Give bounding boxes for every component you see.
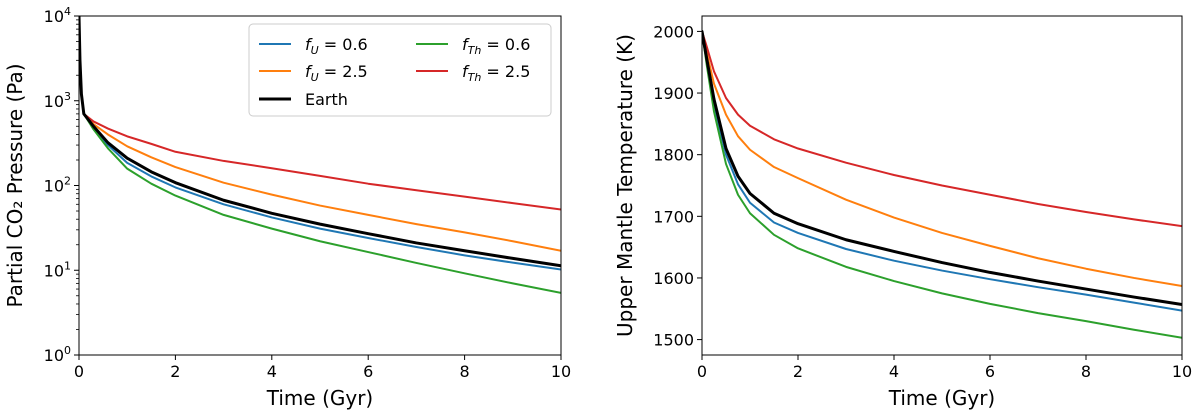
series-group: [79, 16, 561, 294]
tick-base: 10: [44, 177, 64, 196]
x-tick-label: 10: [551, 362, 571, 381]
series-group: [702, 29, 1182, 339]
legend-box: [248, 23, 552, 117]
legend-label: fU = 2.5: [305, 62, 368, 84]
x-tick-label: 2: [170, 362, 180, 381]
y-tick-label: 100: [44, 344, 71, 365]
x-tick-label: 4: [267, 362, 277, 381]
y-tick-label: 1500: [653, 331, 694, 350]
legend-label: Earth: [305, 90, 348, 109]
tick-exponent: 0: [64, 344, 71, 357]
y-tick-label: 103: [44, 90, 71, 111]
legend-value: = 0.6: [319, 35, 368, 54]
x-tick-label: 2: [793, 362, 803, 381]
tick-base: 10: [44, 346, 64, 365]
legend-var: f: [462, 35, 470, 54]
legend-sub: U: [311, 44, 319, 57]
series-line-f-u-0-6: [702, 30, 1182, 312]
mantle-temperature-panel: 0 2 4 6 8 10 1500 1600 1700 1800 1900 2000 Time (Gyr…: [613, 15, 1192, 410]
y-tick-label: 1900: [653, 84, 694, 103]
series-line-earth: [79, 16, 561, 268]
y-axis-label-rest: Pressure (Pa): [3, 63, 27, 200]
x-axis-label: Time (Gyr): [266, 386, 373, 410]
x-tick-label: 6: [363, 362, 373, 381]
x-tick-label: 4: [889, 362, 899, 381]
tick-base: 10: [44, 261, 64, 280]
x-axis-label: Time (Gyr): [888, 386, 995, 410]
series-line-f-th-0-6: [702, 30, 1182, 339]
y-tick-label: 101: [44, 259, 71, 280]
x-tick-label: 6: [985, 362, 995, 381]
series-line-f-u-2-5: [702, 30, 1182, 287]
tick-exponent: 2: [64, 175, 71, 188]
x-tick-label: 8: [1081, 362, 1091, 381]
tick-base: 10: [44, 92, 64, 111]
y-tick-label: 104: [44, 5, 71, 26]
y-tick-label: 1800: [653, 146, 694, 165]
legend-sub: Th: [468, 71, 482, 84]
y-tick-label: 102: [44, 175, 71, 196]
axes-frame: [701, 15, 1183, 356]
y-axis-label: Partial CO₂ Pressure (Pa): [3, 63, 27, 307]
tick-exponent: 1: [64, 259, 71, 272]
x-tick-label: 0: [697, 362, 707, 381]
x-tick-label: 10: [1172, 362, 1192, 381]
legend-var: f: [305, 35, 313, 54]
legend-var: f: [305, 62, 313, 81]
y-tick-label: 2000: [653, 22, 694, 41]
tick-base: 10: [44, 7, 64, 26]
legend-sub: Th: [468, 44, 482, 57]
x-tick-label: 8: [460, 362, 470, 381]
tick-exponent: 3: [64, 90, 71, 103]
y-axis-label-text: Partial CO₂: [3, 201, 27, 308]
legend-sub: U: [311, 71, 319, 84]
tick-exponent: 4: [64, 5, 71, 18]
legend-label: fTh = 0.6: [462, 35, 530, 57]
series-line-f-th-2-5: [702, 30, 1182, 228]
y-tick-label: 1600: [653, 269, 694, 288]
x-tick-label: 0: [74, 362, 84, 381]
legend-value: = 2.5: [319, 62, 368, 81]
legend-label: fU = 0.6: [305, 35, 368, 57]
y-tick-label: 1700: [653, 207, 694, 226]
y-axis-label: Upper Mantle Temperature (K): [613, 34, 637, 337]
legend-var: f: [462, 62, 470, 81]
series-line-earth: [702, 29, 1182, 306]
legend-value: = 0.6: [481, 35, 530, 54]
legend-label: fTh = 2.5: [462, 62, 530, 84]
legend-value: = 2.5: [481, 62, 530, 81]
